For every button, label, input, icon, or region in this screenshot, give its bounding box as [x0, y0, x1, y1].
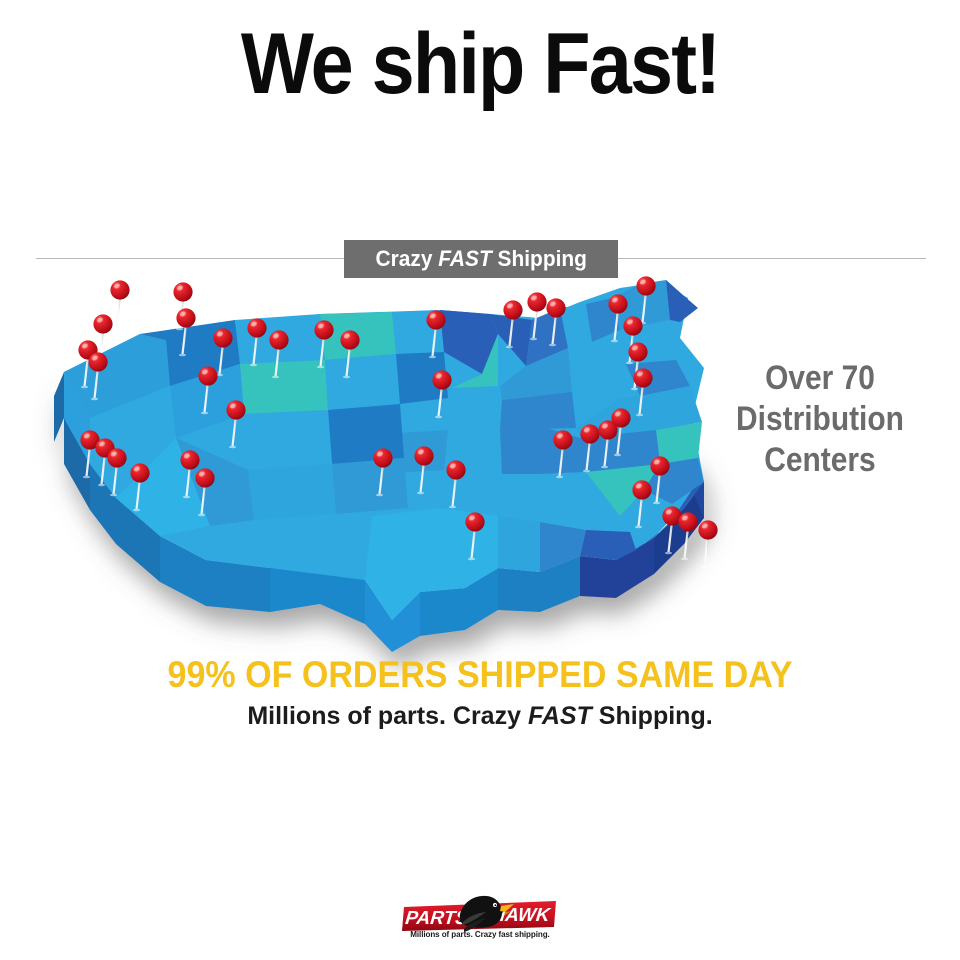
banner-prefix: Crazy [375, 246, 439, 271]
distribution-center-pin [553, 430, 573, 479]
logo-tagline: Millions of parts. Crazy fast shipping. [410, 929, 550, 939]
distribution-center-pin [340, 330, 360, 379]
divider-left [36, 258, 346, 259]
map-extrusion-sides [54, 372, 704, 652]
distribution-center-pin [633, 368, 653, 417]
distribution-center-pin [698, 520, 718, 569]
same-day-tagline: 99% OF ORDERS SHIPPED SAME DAY [167, 654, 793, 695]
callout-line-1: Over 70 [765, 359, 875, 397]
distribution-centers-callout: Over 70 Distribution Centers [714, 358, 925, 481]
distribution-center-pin [110, 280, 130, 329]
distribution-center-pin [176, 308, 196, 357]
distribution-center-pin [632, 480, 652, 529]
distribution-center-pin [88, 352, 108, 401]
distribution-center-pin [598, 420, 618, 469]
distribution-center-pin [465, 512, 485, 561]
distribution-center-pin [213, 328, 233, 377]
distribution-center-pin [580, 424, 600, 473]
distribution-center-pin [546, 298, 566, 347]
distribution-center-pin [611, 408, 631, 457]
distribution-center-pin [180, 450, 200, 499]
distribution-center-pin [198, 366, 218, 415]
distribution-center-pin [446, 460, 466, 509]
distribution-center-pin [527, 292, 547, 341]
hawk-head-icon [459, 895, 514, 932]
distribution-center-pin [414, 446, 434, 495]
distribution-center-pin [80, 430, 100, 479]
sub-tagline: Millions of parts. Crazy FAST Shipping. [0, 700, 960, 732]
distribution-center-pin [608, 294, 628, 343]
sub-tagline-emphasis: FAST [527, 702, 592, 730]
distribution-center-pin [247, 318, 267, 367]
distribution-center-pin [373, 448, 393, 497]
logo-svg: PARTS HAWK [402, 895, 556, 932]
distribution-center-pin [650, 456, 670, 505]
distribution-center-pin [314, 320, 334, 369]
callout-line-3: Centers [764, 441, 876, 479]
map-pin-layer [78, 276, 718, 569]
distribution-center-pin [636, 276, 656, 325]
crazy-fast-shipping-banner: Crazy FAST Shipping [344, 240, 618, 278]
distribution-center-pin [678, 512, 698, 561]
banner-emphasis: FAST [438, 246, 492, 271]
sub-tagline-suffix: Shipping. [591, 702, 713, 730]
logo-word-left: PARTS [404, 908, 469, 929]
distribution-center-pin [195, 468, 215, 517]
map-svg [54, 276, 718, 652]
distribution-center-pin [226, 400, 246, 449]
distribution-center-pin [269, 330, 289, 379]
distribution-center-pin [432, 370, 452, 419]
divider-right [616, 258, 926, 259]
banner-text: Crazy FAST Shipping [375, 246, 586, 272]
distribution-center-pin [426, 310, 446, 359]
callout-line-2: Distribution [736, 400, 904, 438]
distribution-center-pin [130, 463, 150, 512]
page-title: We ship Fast! [240, 16, 721, 112]
partshawk-logo[interactable]: PARTS HAWK [398, 893, 562, 945]
distribution-center-pin [107, 448, 127, 497]
banner-suffix: Shipping [491, 246, 587, 271]
distribution-center-pin [503, 300, 523, 349]
sub-tagline-prefix: Millions of parts. Crazy [247, 702, 528, 730]
us-distribution-map [20, 268, 740, 652]
distribution-center-pin [623, 316, 643, 365]
distribution-center-pin [662, 506, 682, 555]
